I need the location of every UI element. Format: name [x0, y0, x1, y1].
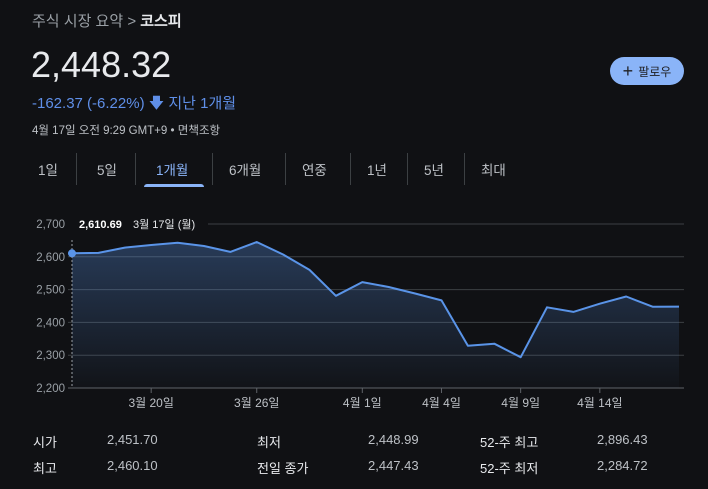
x-tick-label: 4월 1일 [343, 396, 382, 410]
chart-line [71, 241, 680, 359]
stat-value-52w-high: 2,896.43 [597, 432, 648, 447]
stat-value-open: 2,451.70 [107, 432, 158, 447]
tooltip-date: 3월 17일 (월) [133, 217, 195, 231]
data-point-3/27[interactable] [277, 249, 289, 261]
breadcrumb: 주식 시장 요약 > 코스피 [32, 10, 182, 31]
timestamp-line: 4월 17일 오전 9:29 GMT+9 • 면책조항 [32, 122, 220, 138]
x-tick-label: 4월 14일 [577, 396, 622, 410]
breadcrumb-separator: > [127, 13, 137, 30]
breadcrumb-current: 코스피 [140, 13, 182, 30]
data-point-4/11[interactable] [567, 306, 579, 318]
y-tick-label: 2,200 [36, 383, 65, 395]
stat-value-high: 2,460.10 [107, 458, 158, 473]
current-price: 2,448.32 [31, 44, 172, 85]
data-point-4/17[interactable] [673, 301, 685, 313]
change-value: -162.37 (-6.22%) [32, 95, 145, 112]
data-point-4/4[interactable] [435, 294, 447, 306]
stat-value-52w-low: 2,284.72 [597, 458, 648, 473]
stat-label-low: 최저 [257, 435, 281, 450]
data-point-3/25[interactable] [224, 246, 236, 258]
data-point-3/26[interactable] [251, 236, 263, 248]
y-tick-label: 2,700 [36, 219, 65, 231]
y-tick-label: 2,600 [36, 252, 65, 264]
tab-ytd[interactable]: 연중 [286, 153, 351, 185]
follow-button[interactable]: + 팔로우 [610, 57, 684, 85]
data-point-4/8[interactable] [488, 338, 500, 350]
stat-label-prev-close: 전일 종가 [257, 461, 309, 476]
data-point-3/20[interactable] [145, 239, 157, 251]
x-tick-label: 4월 4일 [422, 396, 461, 410]
tab-5d[interactable]: 5일 [77, 153, 136, 185]
data-point-4/2[interactable] [383, 281, 395, 293]
data-point-3/28[interactable] [304, 264, 316, 276]
tab-1d[interactable]: 1일 [28, 153, 77, 185]
tab-6m[interactable]: 6개월 [213, 153, 286, 185]
tab-1y[interactable]: 1년 [351, 153, 408, 185]
stat-label-high: 최고 [33, 461, 57, 476]
y-tick-label: 2,400 [36, 317, 65, 329]
data-point-3/24[interactable] [198, 240, 210, 252]
bullet: • [170, 125, 175, 137]
price-change: -162.37 (-6.22%) 🡇 지난 1개월 [32, 92, 236, 118]
change-period: 지난 1개월 [168, 95, 237, 112]
data-point-3/21[interactable] [172, 237, 184, 249]
timestamp: 4월 17일 오전 9:29 GMT+9 [32, 125, 168, 137]
chart-area-fill [72, 242, 679, 388]
plus-icon: + [622, 61, 634, 81]
price-chart[interactable]: 2,200 2,300 2,400 2,500 2,600 2,700 3월 20일 3월 … [0, 200, 708, 420]
tab-max[interactable]: 최대 [481, 163, 506, 178]
hover-point [68, 249, 76, 258]
breadcrumb-parent-link[interactable]: 주식 시장 요약 [32, 13, 124, 30]
data-point-4/16[interactable] [647, 301, 659, 313]
follow-label: 팔로우 [638, 64, 672, 79]
tab-1m[interactable]: 1개월 [136, 153, 213, 187]
stat-label-52w-low: 52-주 최저 [480, 461, 539, 476]
range-tabs: 1일 5일 1개월 6개월 연중 1년 5년 최대 [28, 153, 516, 187]
data-point-4/14[interactable] [594, 298, 606, 310]
tooltip-value: 2,610.69 [79, 219, 122, 231]
data-point-4/1[interactable] [356, 276, 368, 288]
disclaimer-link[interactable]: 면책조항 [177, 125, 221, 137]
data-point-4/15[interactable] [620, 290, 632, 302]
y-tick-label: 2,500 [36, 285, 65, 297]
data-point-3/19[interactable] [119, 242, 131, 254]
x-tick-label: 3월 20일 [128, 396, 173, 410]
data-point-4/3[interactable] [409, 288, 421, 300]
x-tick-label: 4월 9일 [501, 396, 540, 410]
data-point-4/10[interactable] [541, 301, 553, 313]
data-point-4/9[interactable] [515, 351, 527, 363]
stat-label-52w-high: 52-주 최고 [480, 435, 539, 450]
arrow-down-icon: 🡇 [148, 95, 165, 112]
tab-5y[interactable]: 5년 [408, 153, 465, 185]
stat-value-prev-close: 2,447.43 [368, 458, 419, 473]
stat-label-open: 시가 [33, 435, 57, 450]
stat-value-low: 2,448.99 [368, 432, 419, 447]
x-tick-label: 3월 26일 [234, 396, 279, 410]
data-point-3/31[interactable] [330, 290, 342, 302]
data-point-4/7[interactable] [462, 340, 474, 352]
y-tick-label: 2,300 [36, 350, 65, 362]
data-point-3/18[interactable] [92, 247, 104, 259]
